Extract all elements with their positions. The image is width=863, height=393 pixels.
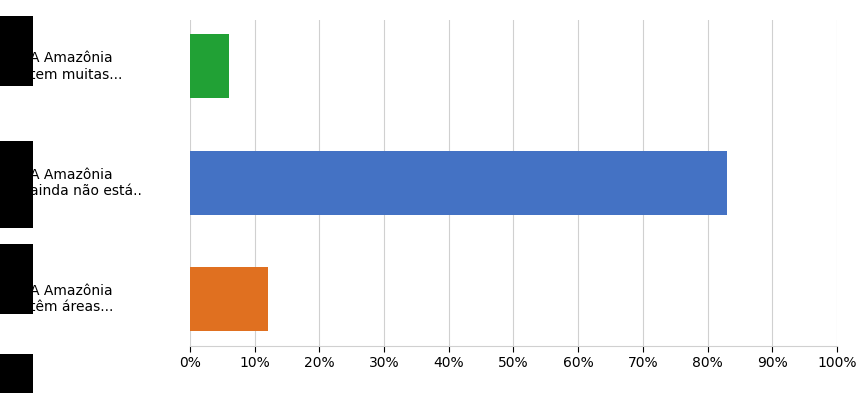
- Bar: [190, 35, 229, 98]
- Bar: [190, 151, 727, 215]
- Bar: [190, 267, 268, 331]
